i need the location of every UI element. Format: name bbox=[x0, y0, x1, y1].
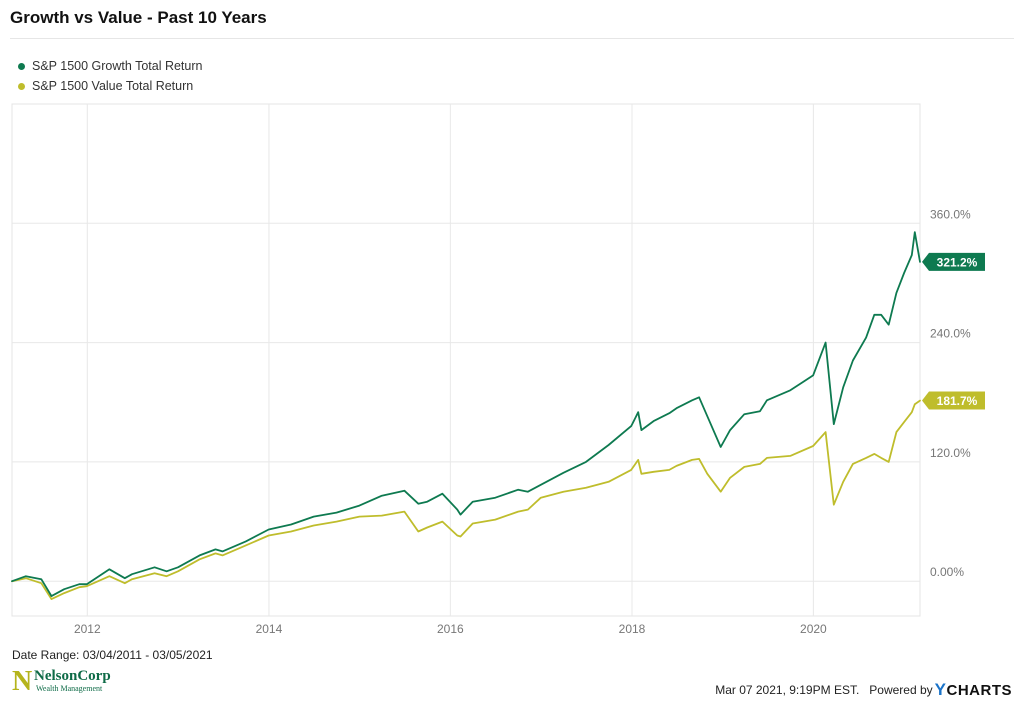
chart-legend: S&P 1500 Growth Total Return S&P 1500 Va… bbox=[18, 56, 202, 96]
x-tick-label-2012: 2012 bbox=[74, 622, 101, 636]
y-tick-label-2: 240.0% bbox=[930, 327, 971, 341]
ycharts-y-icon: Y bbox=[934, 680, 947, 699]
y-tick-label-3: 360.0% bbox=[930, 207, 971, 221]
vertical-gridlines bbox=[86, 104, 814, 616]
x-tick-label-2018: 2018 bbox=[619, 622, 646, 636]
footer-attribution: Mar 07 2021, 9:19PM EST. Powered by YCHA… bbox=[715, 680, 1012, 700]
y-tick-label-1: 120.0% bbox=[930, 446, 971, 460]
logo-subtitle: Wealth Management bbox=[36, 684, 103, 693]
x-axis-ticks: 2012 2014 2016 2018 2020 bbox=[74, 622, 827, 636]
x-tick-label-2020: 2020 bbox=[800, 622, 827, 636]
chart-title: Growth vs Value - Past 10 Years bbox=[10, 8, 267, 27]
legend-item-value[interactable]: S&P 1500 Value Total Return bbox=[18, 76, 202, 96]
logo-mark-icon: N bbox=[12, 666, 33, 697]
series-line-growth bbox=[11, 231, 921, 597]
value-dot-icon bbox=[18, 82, 25, 90]
legend-item-growth[interactable]: S&P 1500 Growth Total Return bbox=[18, 56, 202, 76]
ycharts-logo[interactable]: YCHARTS bbox=[935, 680, 1012, 700]
date-range-text: Date Range: 03/04/2011 - 03/05/2021 bbox=[12, 648, 213, 662]
nelsoncorp-logo: N NelsonCorp Wealth Management bbox=[12, 668, 132, 698]
x-tick-label-2014: 2014 bbox=[256, 622, 283, 636]
timestamp-text: Mar 07 2021, 9:19PM EST. bbox=[715, 683, 860, 697]
horizontal-gridlines bbox=[12, 222, 920, 582]
plot-frame bbox=[11, 103, 921, 617]
end-value-labels: 321.2% 181.7% bbox=[922, 252, 985, 410]
end-label-text: 181.7% bbox=[937, 394, 978, 408]
series-line-value bbox=[11, 399, 921, 600]
ycharts-wordmark: CHARTS bbox=[946, 682, 1012, 699]
y-axis-ticks: 0.00% 120.0% 240.0% 360.0% bbox=[930, 207, 971, 579]
growth-dot-icon bbox=[18, 62, 25, 70]
title-divider bbox=[10, 38, 1014, 39]
powered-by-text: Powered by bbox=[869, 683, 933, 697]
end-label-value: 181.7% bbox=[922, 391, 985, 410]
legend-label-growth: S&P 1500 Growth Total Return bbox=[32, 59, 203, 73]
logo-name: NelsonCorp bbox=[34, 668, 111, 684]
series-lines bbox=[11, 231, 921, 600]
end-label-text: 321.2% bbox=[937, 255, 978, 269]
end-label-growth: 321.2% bbox=[922, 252, 985, 271]
x-tick-label-2016: 2016 bbox=[437, 622, 464, 636]
y-tick-label-0: 0.00% bbox=[930, 565, 964, 579]
legend-label-value: S&P 1500 Value Total Return bbox=[32, 79, 194, 93]
end-label-flag bbox=[922, 391, 985, 410]
end-label-flag bbox=[922, 252, 985, 271]
